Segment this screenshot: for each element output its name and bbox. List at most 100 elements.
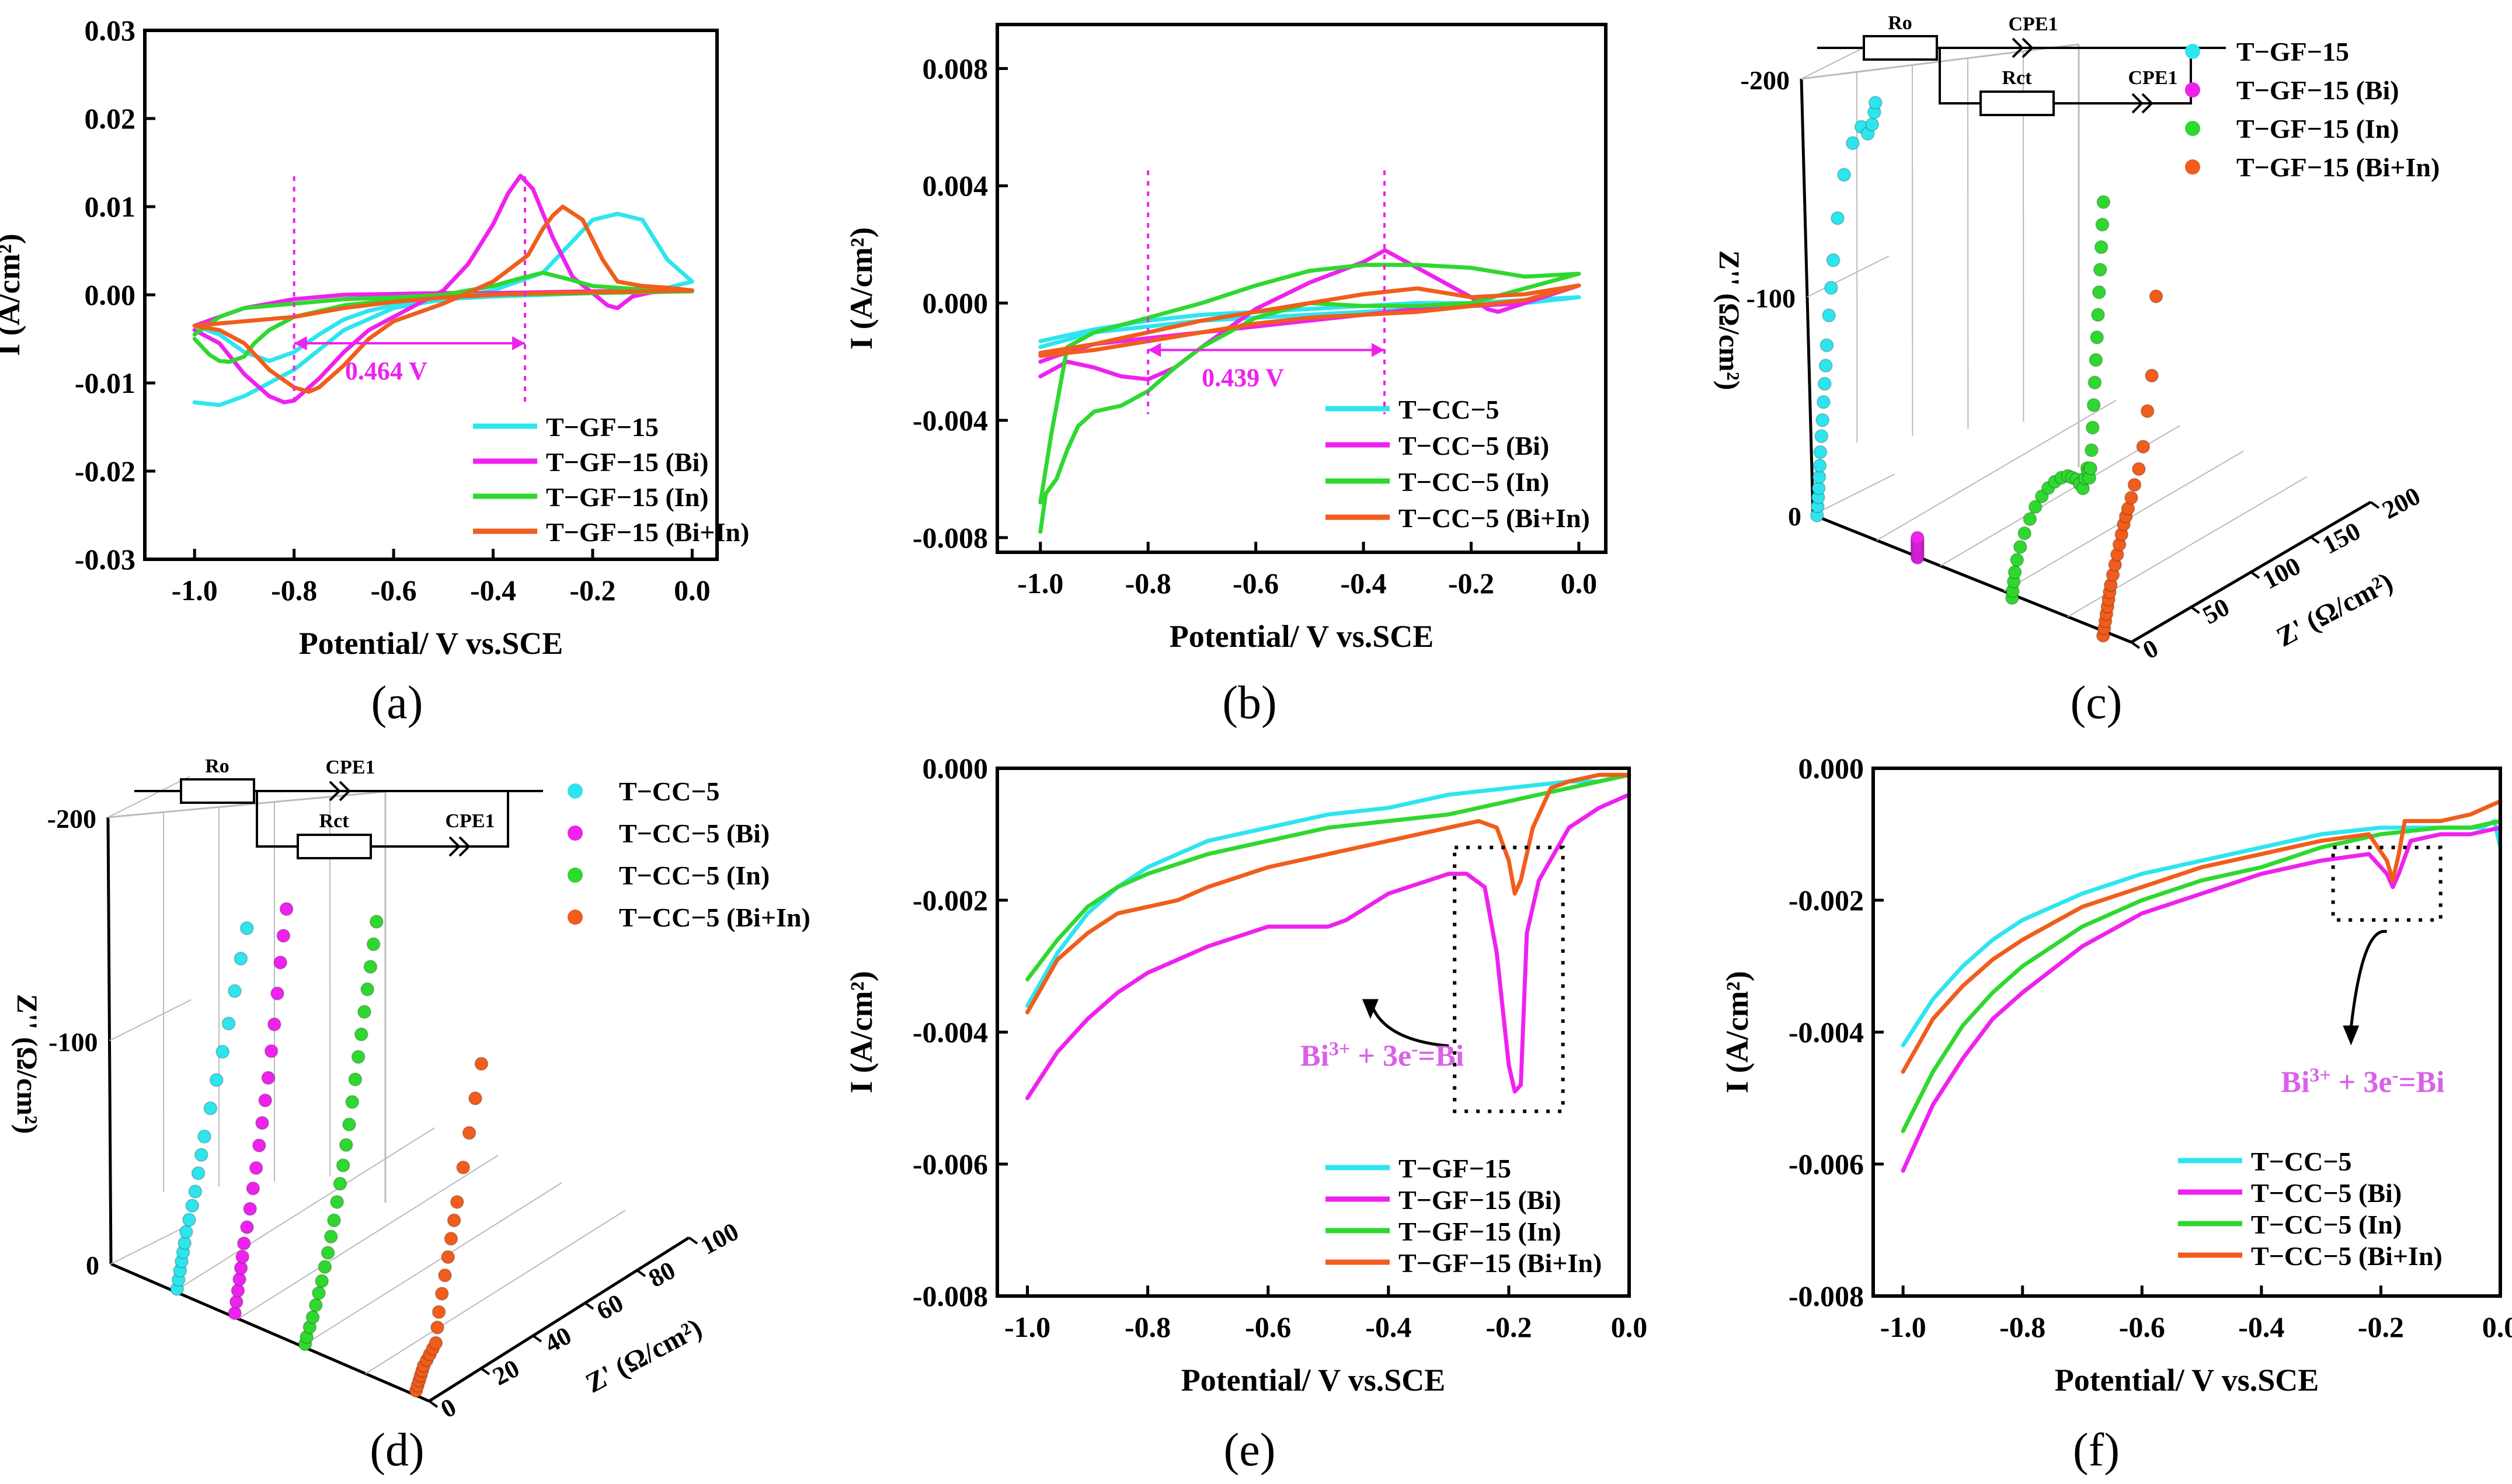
y-tick-label-b-3: 0.004	[923, 169, 989, 202]
x-tick-d-1	[480, 1367, 490, 1375]
x-tick-d-5	[688, 1236, 698, 1245]
axis-zp-d	[428, 1236, 690, 1403]
data-point-d-3-10	[430, 1320, 444, 1335]
data-point-c-0-14	[1824, 281, 1838, 295]
data-point-c-3-21	[2145, 368, 2159, 383]
legend-label-e-1: T−GF−15 (Bi)	[1398, 1185, 1561, 1215]
y-tick-label-a-4: 0.01	[85, 190, 136, 223]
data-point-c-2-25	[2086, 398, 2101, 412]
data-point-d-2-20	[357, 1005, 371, 1019]
resistor-ro-label-c: Ro	[1888, 12, 1912, 34]
annotation-label-a: 0.464 V	[345, 357, 427, 385]
data-point-c-2-28	[2090, 330, 2104, 344]
data-point-c-2-27	[2089, 353, 2103, 367]
series-line-e-0	[1025, 772, 1631, 1008]
y-grid-c-1	[1807, 255, 1890, 298]
x-tick-c-1	[2190, 606, 2200, 614]
data-point-d-1-19	[276, 928, 291, 943]
data-point-d-3-11	[432, 1305, 446, 1319]
data-point-c-3-22	[2149, 289, 2163, 304]
reaction-label-e: Bi3+ + 3e-=Bi	[1300, 1038, 1464, 1073]
x-tick-label-a-1: -0.8	[271, 574, 317, 607]
data-point-d-1-18	[273, 955, 288, 970]
y-axis-label-f: I (A/cm²)	[1720, 971, 1755, 1093]
series-line-f-1	[1901, 825, 2503, 1173]
x-tick-label-b-2: -0.6	[1233, 567, 1279, 600]
data-point-c-2-32	[2094, 240, 2109, 255]
data-point-d-1-8	[243, 1201, 258, 1216]
data-point-d-3-20	[468, 1091, 482, 1106]
legend-label-e-0: T−GF−15	[1398, 1154, 1511, 1183]
legend-label-b-2: T−CC−5 (In)	[1398, 467, 1549, 497]
y-tick-label-f-2: -0.004	[1789, 1016, 1864, 1048]
caption-d: (d)	[370, 1424, 424, 1476]
highlight-box-f	[2331, 845, 2443, 922]
back-top-edge-d	[107, 790, 386, 818]
resistor-rct-label-d: Rct	[319, 810, 350, 832]
data-point-d-2-4	[308, 1298, 323, 1312]
series-line-a-3	[192, 204, 694, 394]
data-point-d-0-19	[239, 921, 254, 935]
legend-label-f-2: T−CC−5 (In)	[2251, 1210, 2402, 1239]
data-point-c-0-18	[1845, 136, 1860, 151]
x-tick-label-b-4: -0.2	[1448, 567, 1494, 600]
x-axis-label-f: Potential/ V vs.SCE	[2055, 1363, 2319, 1398]
legend-label-a-0: T−GF−15	[546, 412, 659, 442]
panel-a: -1.0 -0.8 -0.6 -0.4 -0.2 0.0 -0.03 -0.02 -0.01 0.…	[0, 14, 749, 729]
axis-floor-front-d	[110, 1262, 430, 1403]
data-point-d-0-18	[234, 952, 248, 966]
x-tick-label-e-0: -1.0	[1004, 1311, 1050, 1343]
data-point-c-2-6	[2017, 526, 2032, 541]
data-point-d-0-6	[179, 1225, 193, 1239]
data-point-c-0-17	[1837, 168, 1852, 182]
x-tick-label-b-5: 0.0	[1561, 567, 1598, 600]
data-point-d-2-14	[339, 1138, 353, 1152]
caption-f: (f)	[2073, 1424, 2120, 1476]
x-tick-label-a-4: -0.2	[569, 574, 615, 607]
y-tick-label-e-2: -0.004	[913, 1016, 988, 1048]
data-point-d-0-16	[221, 1016, 236, 1031]
y-axis-label-c: Z'' (Ω/cm²)	[1713, 250, 1746, 391]
caption-e: (e)	[1224, 1424, 1276, 1476]
y-tick-label-c-0: 0	[1788, 501, 1801, 531]
caption-b: (b)	[1222, 677, 1276, 729]
data-point-c-0-11	[1818, 358, 1833, 373]
data-point-d-3-13	[438, 1268, 452, 1283]
data-point-c-2-33	[2095, 217, 2110, 232]
data-point-d-0-12	[197, 1129, 211, 1144]
data-point-d-2-3	[305, 1310, 320, 1325]
cpe-top-c	[2012, 37, 2034, 58]
data-point-d-2-16	[345, 1095, 360, 1109]
data-point-c-0-16	[1831, 211, 1845, 225]
legend-label-b-3: T−CC−5 (Bi+In)	[1398, 503, 1590, 533]
data-point-c-2-34	[2096, 195, 2111, 210]
y-tick-label-a-1: -0.02	[75, 455, 135, 487]
data-point-c-0-13	[1822, 308, 1836, 323]
cpe-top-d	[329, 781, 351, 802]
data-point-c-2-30	[2092, 285, 2106, 299]
x-tick-label-e-4: -0.2	[1485, 1311, 1532, 1343]
equivalent-circuit-d: Ro CPE1 Rct CPE1	[134, 755, 543, 859]
y-tick-label-a-6: 0.03	[85, 14, 136, 47]
data-point-d-3-14	[441, 1250, 455, 1264]
data-point-d-2-19	[354, 1027, 368, 1041]
series-line-e-1	[1025, 792, 1631, 1100]
x-tick-d-2	[532, 1335, 542, 1343]
x-axis-label-d: Z' (Ω/cm²)	[580, 1312, 707, 1399]
data-point-d-2-8	[321, 1246, 335, 1260]
legend-label-f-1: T−CC−5 (Bi)	[2251, 1178, 2402, 1208]
data-point-d-1-17	[270, 986, 284, 1001]
data-point-d-1-7	[240, 1220, 254, 1235]
y-tick-label-f-4: 0.000	[1798, 752, 1864, 785]
reaction-arrowhead-f	[2343, 1025, 2360, 1046]
data-point-d-0-15	[215, 1044, 230, 1059]
data-point-c-2-3	[2007, 565, 2022, 580]
data-point-d-1-5	[235, 1249, 250, 1264]
x-tick-label-e-5: 0.0	[1611, 1311, 1648, 1343]
y-axis-label-b: I (A/cm²)	[844, 227, 879, 350]
x-tick-label-c-0: 0	[2138, 633, 2163, 665]
x-tick-c-2	[2250, 571, 2260, 579]
data-point-d-3-15	[444, 1231, 458, 1246]
annotation-arrowhead-right-a	[512, 336, 526, 351]
